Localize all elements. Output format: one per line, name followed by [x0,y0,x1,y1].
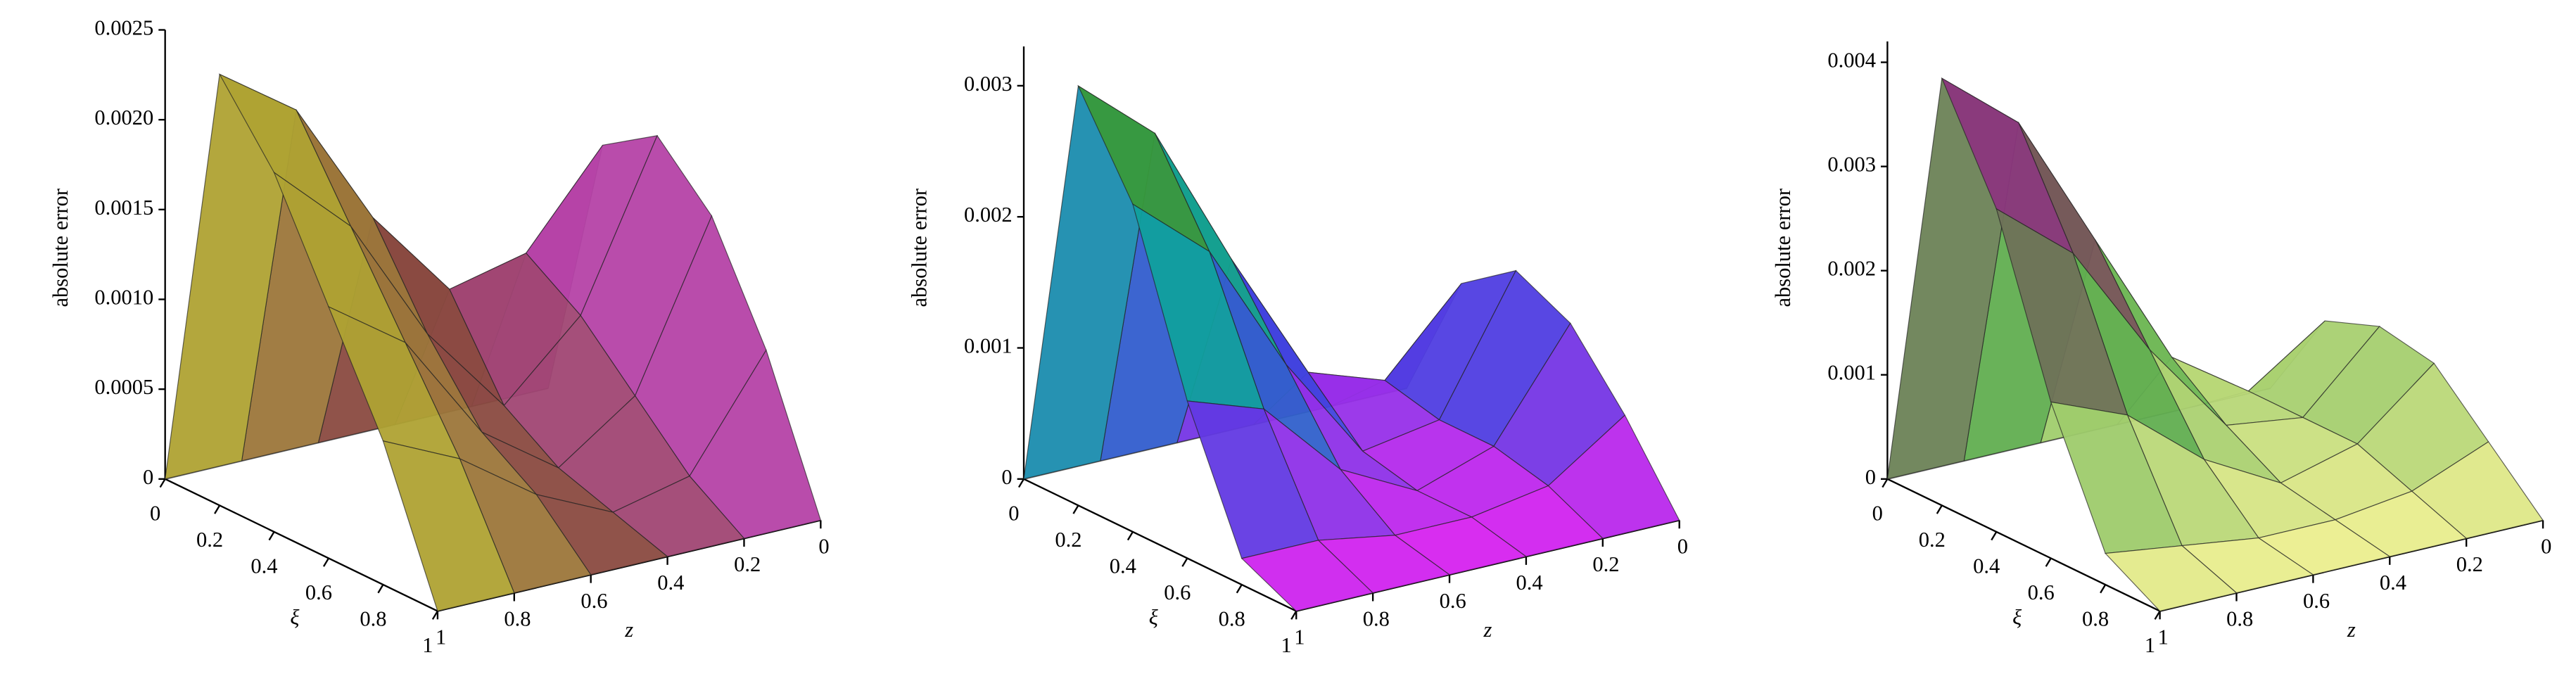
y-tick-label: 0.002 [1827,257,1876,281]
xi-tick [377,584,384,594]
xi-tick [159,478,166,488]
xi-axis [1886,478,2161,612]
xi-tick-label: 1 [2145,633,2155,657]
xi-tick-label: 0.6 [2028,580,2055,604]
z-tick-label: 0.2 [1592,552,1619,576]
xi-tick [1882,478,1889,488]
y-tick-label: 0.003 [1827,153,1876,177]
z-tick-label: 0.2 [2456,552,2483,576]
xi-tick [1991,531,1998,541]
z-tick-label: 0.8 [2226,607,2253,631]
surface-patch [1241,540,1374,612]
y-axis-label: absolute error [49,189,72,307]
xi-tick [1936,504,1943,514]
xi-tick-label: 0 [1872,501,1883,525]
z-tick-label: 0 [818,534,829,558]
y-tick-label: 0.0025 [94,15,153,39]
xi-tick-label: 0.4 [250,554,277,578]
y-tick-label: 0.0010 [94,285,153,309]
xi-tick-label: 0.6 [305,580,332,604]
z-tick-label: 0.6 [580,589,607,613]
xi-tick [1181,557,1188,567]
y-tick-label: 0 [143,465,153,489]
xi-tick-label: 0.2 [1055,528,1081,552]
z-tick-label: 0.4 [2380,571,2406,594]
z-axis-label: z [2347,618,2356,642]
z-tick-label: 1 [436,625,446,649]
y-tick-label: 0.0015 [94,196,153,220]
xi-axis-label: ξ [2012,605,2022,629]
z-tick-label: 0.4 [1516,571,1543,594]
y-tick-label: 0.001 [1827,361,1876,385]
xi-tick-label: 0.6 [1164,580,1191,604]
xi-tick-label: 0 [1008,501,1019,525]
surface-plot: 0 0.001 0.002 0.003 0 0.2 0.4 0.6 0.8 1 0 0.2 0.4 0.6… [908,46,1688,657]
xi-tick-label: 0 [150,501,160,525]
xi-tick-label: 1 [1281,633,1292,657]
z-axis-label: z [1483,618,1492,642]
z-tick-label: 0.6 [1440,589,1466,613]
z-axis-label: z [624,618,633,642]
y-tick-label: 0.001 [964,334,1013,358]
xi-tick-label: 0.8 [1219,607,1245,631]
y-tick-label: 0.004 [1827,49,1876,72]
xi-tick-label: 0.8 [2082,607,2109,631]
xi-tick [1127,531,1134,541]
xi-axis [165,478,438,612]
xi-tick-label: 0.4 [1973,554,2000,578]
y-axis-label: absolute error [908,189,932,307]
xi-tick-label: 0.2 [1919,528,1946,552]
y-tick-label: 0.002 [964,203,1013,227]
y-tick-label: 0.003 [964,72,1013,96]
z-tick-label: 1 [2158,625,2169,649]
surface-plot: 0 0.0005 0.0010 0.0015 0.0020 0.0025 0 0.2 0.4 0.… [49,15,829,657]
xi-tick [2100,584,2107,594]
z-tick-label: 0.2 [734,552,761,576]
xi-tick [268,531,275,541]
xi-tick [1072,504,1079,514]
xi-tick-label: 1 [422,633,433,657]
y-tick-label: 0.0020 [94,106,153,129]
y-tick-label: 0.0005 [94,375,153,399]
xi-tick [1236,584,1243,594]
surface-patch [2104,545,2238,612]
xi-tick [322,557,330,567]
xi-tick [2045,557,2052,567]
xi-axis-label: ξ [290,605,300,629]
z-tick-label: 0.4 [657,571,684,594]
z-tick-label: 0.8 [1363,607,1390,631]
z-tick-label: 0 [2541,534,2551,558]
y-tick-label: 0 [1865,465,1876,489]
surface-patch [382,440,515,612]
xi-tick-label: 0.8 [360,607,386,631]
xi-axis [1023,478,1297,612]
xi-tick [1017,478,1025,488]
y-tick-label: 0 [1001,465,1012,489]
xi-axis-label: ξ [1149,605,1159,629]
y-axis-label: absolute error [1771,189,1795,307]
z-tick-label: 0.8 [504,607,531,631]
xi-tick-label: 0.4 [1110,554,1136,578]
z-tick-label: 0 [1677,534,1688,558]
surface-plot: 0 0.001 0.002 0.003 0.004 0 0.2 0.4 0.6 0.8 1 0 0.2 0… [1771,41,2551,657]
z-tick-label: 0.6 [2303,589,2330,613]
xi-tick [214,504,221,514]
xi-tick-label: 0.2 [196,528,223,552]
z-tick-label: 1 [1294,625,1305,649]
